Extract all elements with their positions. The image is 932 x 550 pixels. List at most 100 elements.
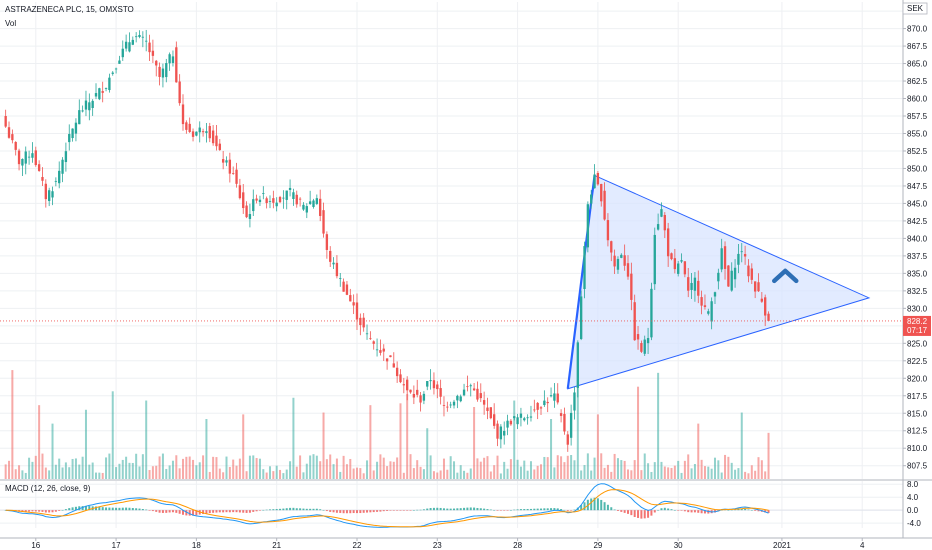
y-tick-label: 855.0 — [907, 129, 928, 138]
candle-body — [757, 282, 760, 292]
candle-body — [255, 198, 258, 201]
volume-bar — [235, 465, 238, 479]
volume-bar — [453, 461, 456, 479]
macd-histogram-bar — [282, 508, 285, 511]
volume-bar — [630, 470, 633, 479]
volume-bar — [205, 419, 208, 479]
candle-body — [549, 395, 553, 397]
volume-bar — [540, 464, 543, 479]
volume-bar — [550, 419, 553, 479]
candle-body — [509, 420, 513, 425]
volume-bar — [228, 466, 231, 479]
candle-body — [546, 401, 549, 404]
candle-body — [292, 192, 295, 199]
volume-bar — [590, 470, 593, 479]
macd-histogram-bar — [332, 510, 335, 513]
candle-body — [620, 254, 623, 258]
macd-histogram-bar — [68, 508, 71, 511]
volume-bar — [125, 456, 128, 479]
volume-bar — [697, 423, 700, 479]
volume-bar — [302, 472, 305, 479]
macd-histogram-bar — [359, 510, 362, 514]
candle-body — [64, 151, 68, 163]
macd-tick-label: 0.0 — [907, 506, 919, 515]
macd-histogram-bar — [118, 507, 121, 511]
volume-bar — [215, 457, 218, 479]
candle-body — [258, 199, 262, 203]
volume-bar — [583, 465, 586, 479]
candle-body — [653, 234, 656, 285]
volume-bar — [325, 459, 328, 479]
macd-histogram-bar — [703, 510, 706, 514]
macd-histogram-bar — [238, 510, 241, 513]
volume-bar — [606, 464, 609, 479]
volume-bar — [610, 471, 613, 479]
candle-body — [21, 158, 24, 166]
macd-histogram-bar — [693, 510, 696, 513]
candle-body — [369, 338, 372, 340]
candle-body — [633, 302, 636, 341]
macd-histogram-bar — [379, 510, 382, 512]
candle-body — [640, 343, 643, 352]
y-tick-label: 810.0 — [907, 444, 928, 453]
volume-bar — [673, 465, 676, 479]
currency-badge[interactable]: SEK — [902, 2, 928, 15]
volume-bar — [101, 472, 104, 479]
candle-body — [41, 176, 44, 181]
volume-bar — [258, 458, 261, 479]
volume-bar — [282, 473, 285, 479]
volume-bar — [409, 454, 412, 479]
macd-histogram-bar — [145, 509, 148, 511]
macd-histogram-bar — [44, 510, 47, 513]
volume-legend: Vol — [5, 19, 16, 28]
candle-body — [34, 150, 37, 166]
volume-bar — [483, 457, 486, 479]
volume-bar — [379, 454, 382, 479]
candle-body — [666, 228, 670, 257]
candle-body — [489, 407, 492, 419]
volume-bar — [419, 466, 422, 479]
candle-body — [579, 296, 583, 339]
candle-body — [58, 170, 61, 184]
candle-body — [359, 317, 362, 326]
y-tick-label: 840.0 — [907, 234, 928, 243]
volume-bar — [202, 455, 205, 479]
candle-body — [232, 173, 235, 174]
volume-bar — [48, 470, 51, 479]
y-tick-label: 870.0 — [907, 25, 928, 34]
candle-body — [27, 156, 31, 158]
macd-histogram-bar — [453, 508, 456, 511]
candle-body — [17, 150, 21, 165]
signal-line — [5, 489, 769, 528]
candle-body — [600, 184, 603, 202]
candle-body — [165, 63, 168, 78]
candle-body — [379, 350, 382, 353]
volume-bar — [64, 462, 67, 479]
macd-histogram-bar — [275, 509, 278, 511]
volume-bar — [315, 455, 318, 479]
candle-body — [452, 401, 456, 406]
volume-bar — [764, 471, 767, 479]
macd-histogram-bar — [667, 508, 670, 511]
macd-histogram-bar — [192, 510, 195, 516]
volume-bar — [305, 463, 308, 479]
macd-histogram-bar — [28, 510, 31, 512]
volume-bar — [355, 467, 358, 479]
candle-body — [646, 338, 650, 344]
candle-body — [429, 380, 432, 382]
volume-bar — [248, 455, 251, 479]
volume-bar — [275, 465, 278, 479]
macd-histogram-bar — [158, 510, 161, 513]
macd-histogram-bar — [309, 508, 312, 511]
volume-bar — [744, 471, 747, 479]
macd-histogram-bar — [426, 508, 429, 511]
candle-body — [352, 302, 355, 306]
macd-histogram-bar — [41, 510, 44, 512]
symbol-legend: ASTRAZENECA PLC, 15, OMXSTO — [5, 5, 134, 14]
macd-histogram-bar — [38, 510, 41, 512]
candle-body — [265, 198, 268, 204]
macd-histogram-bar — [4, 510, 7, 511]
volume-bar — [446, 469, 449, 479]
volume-bar — [198, 462, 201, 479]
